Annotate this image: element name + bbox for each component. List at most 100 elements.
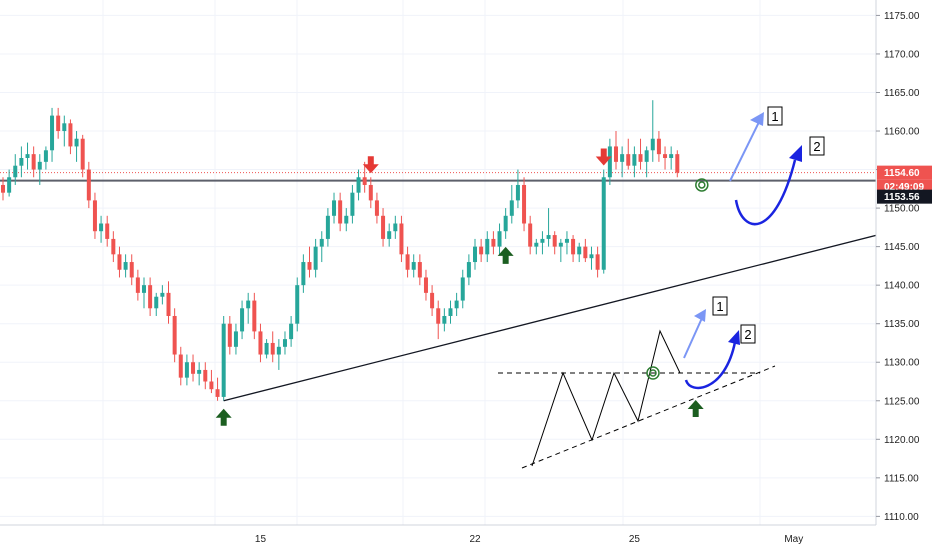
candle-body (387, 231, 392, 239)
candle-body (197, 369, 202, 374)
candle (650, 100, 655, 162)
price-axis[interactable]: 1110.00 1115.00 1120.00 1125.00 1130.00 1135.… (875, 0, 932, 525)
candle-body (558, 242, 563, 247)
candle (148, 277, 153, 316)
candle (172, 308, 177, 363)
candle (350, 184, 355, 224)
candle-body (503, 215, 508, 232)
candle-body (583, 246, 588, 259)
candle-body (448, 308, 453, 316)
candle-body (344, 215, 349, 224)
up-arrow-icon (687, 400, 704, 417)
up-arrow-icon (215, 408, 232, 426)
candle-body (540, 238, 545, 243)
candle-body (381, 215, 386, 239)
candle (289, 315, 294, 347)
candle-body (252, 300, 257, 332)
candle-body (638, 154, 643, 162)
candle (191, 354, 196, 382)
candle (675, 150, 680, 178)
ascending-trendline[interactable] (223, 216, 932, 402)
candle (589, 246, 594, 270)
candle-body (105, 223, 110, 239)
candle (62, 115, 67, 147)
candle-body (546, 235, 551, 239)
candle-body (56, 115, 61, 132)
candle-body (301, 262, 306, 286)
candle (405, 246, 410, 278)
trendline-segment[interactable] (223, 216, 932, 402)
candle-body (417, 262, 422, 278)
candle (240, 300, 245, 340)
projection-arrowhead-2-icon (789, 145, 802, 162)
candle-body (454, 300, 459, 309)
candle (56, 107, 61, 139)
candle-body (356, 177, 361, 193)
candle (319, 231, 324, 263)
candle-body (68, 123, 73, 147)
candle (356, 169, 361, 201)
candle-body (656, 138, 661, 155)
candle (154, 292, 159, 316)
projection-label-1-box (767, 106, 783, 126)
candle (197, 362, 202, 386)
candle (460, 269, 465, 309)
price-tick-label: 1130.00 (884, 358, 920, 369)
candle-body (589, 254, 594, 259)
candle-body (626, 154, 631, 166)
candle (430, 285, 435, 316)
price-tick-label: 1140.00 (884, 281, 920, 292)
candle-body (577, 246, 582, 255)
candle (313, 238, 318, 278)
candle-body (307, 262, 312, 270)
candle-body (99, 223, 104, 232)
candle (68, 119, 73, 155)
candle (558, 238, 563, 263)
candle (203, 362, 208, 390)
candle (466, 254, 471, 286)
candle-body (430, 292, 435, 309)
candle (344, 208, 349, 232)
candle (644, 146, 649, 178)
price-levels (0, 172, 876, 182)
candle (491, 231, 496, 255)
candle-body (479, 246, 484, 255)
candle-body (86, 169, 91, 201)
candle-body (405, 254, 410, 270)
candle-body (601, 177, 606, 270)
candle (233, 323, 238, 355)
pattern-arrowhead-1-icon (694, 309, 706, 322)
time-tick-label: 25 (629, 534, 641, 545)
candle-body (669, 154, 674, 158)
candle (626, 138, 631, 170)
candle (669, 146, 674, 170)
candle (614, 131, 618, 170)
candle-body (485, 238, 490, 255)
candle-body (362, 177, 367, 185)
candle-body (276, 346, 281, 355)
time-axis[interactable]: 152225May61320 (0, 524, 932, 550)
candle-body (466, 262, 471, 278)
candle-body (423, 277, 428, 293)
candle-body (393, 223, 398, 232)
candle (135, 269, 140, 301)
candle-body (607, 146, 612, 178)
price-tick-label: 1120.00 (884, 435, 920, 446)
candle-body (368, 184, 373, 201)
candle-body (522, 184, 527, 224)
candle (19, 146, 24, 178)
candle (307, 246, 312, 278)
candle (123, 254, 128, 278)
candle-body (534, 242, 539, 247)
candle (270, 331, 275, 363)
candle (436, 300, 441, 340)
candle-body (246, 300, 251, 309)
candle (325, 208, 330, 247)
pattern-label-1: 1 (716, 299, 723, 314)
candle (362, 161, 367, 193)
candle (607, 138, 612, 185)
candle (564, 231, 569, 255)
candle-body (215, 389, 220, 397)
price-axis-bg (876, 0, 932, 525)
